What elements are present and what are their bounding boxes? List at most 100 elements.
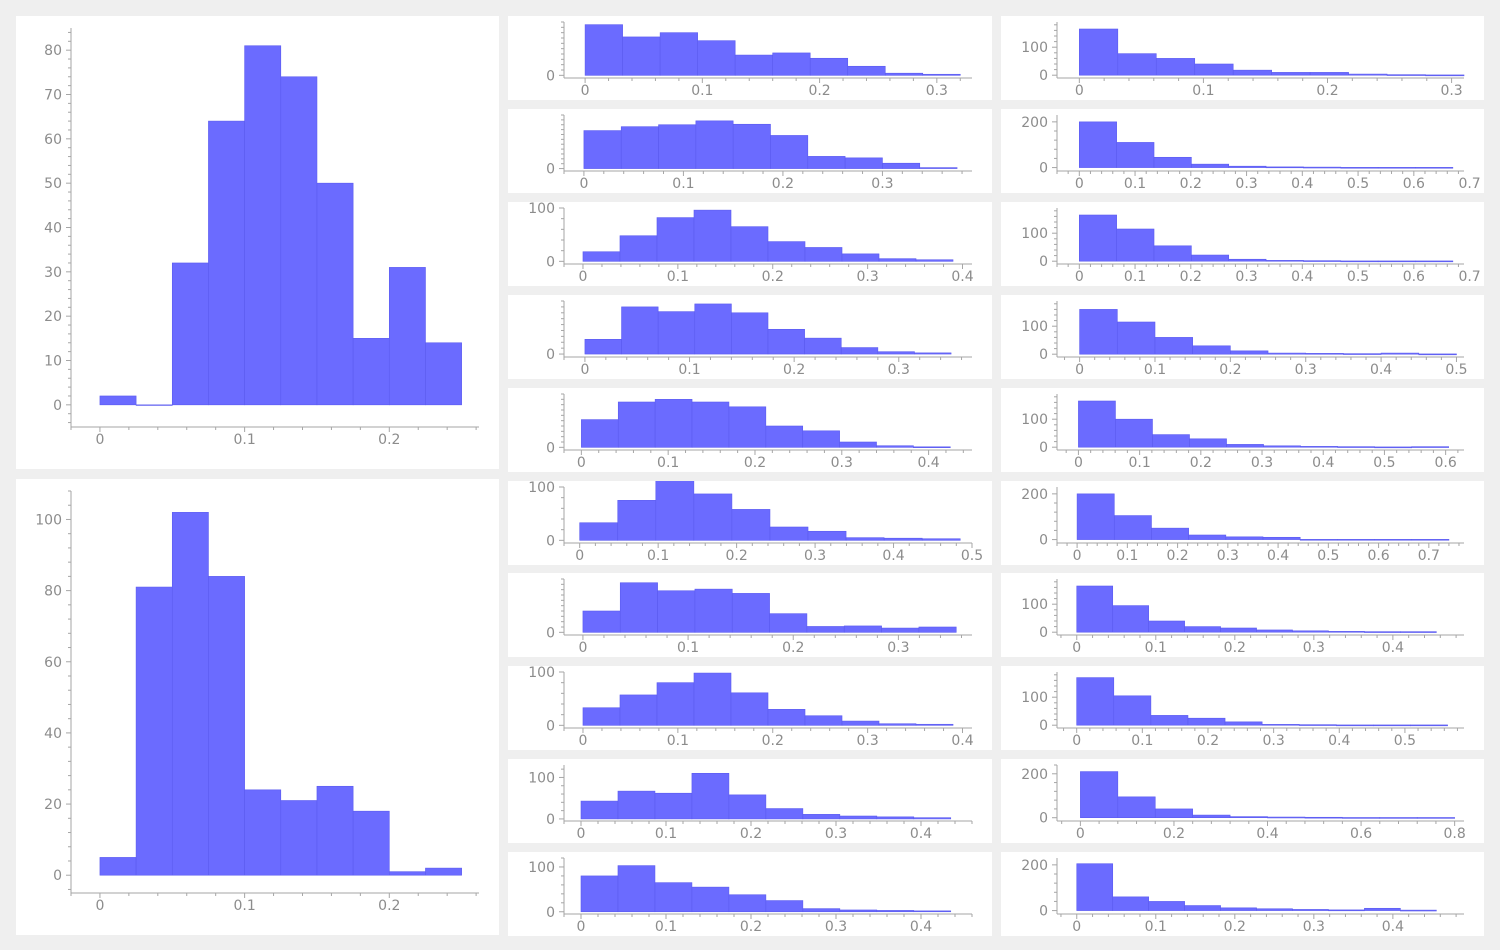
x-tick-label: 0.2 [772,176,794,192]
histogram-bar [654,882,693,913]
x-tick-label: 0 [1074,455,1083,471]
histogram-bar [135,404,173,406]
x-tick-label: 0 [1072,640,1081,656]
histogram-bar [1309,72,1349,76]
histogram-panel-mid-7: 0 0.1 0.2 0.3 0 [508,573,992,658]
histogram-bar [620,126,659,169]
histogram-bar [1113,514,1152,540]
histogram-bar [728,894,767,913]
histogram-bar [1152,433,1190,448]
y-tick-label: 60 [44,132,62,148]
y-tick-label: 100 [1021,690,1048,706]
histogram-bar [1151,527,1189,540]
histogram-bar [582,251,621,262]
x-tick-label: 0.3 [1303,640,1325,656]
histogram-bar [843,626,882,634]
histogram-bar [1076,493,1115,540]
x-tick-label: 0.1 [1131,733,1153,749]
x-tick-label: 0.4 [1312,455,1334,471]
histogram-bar [1377,260,1416,262]
x-tick-label: 0.4 [1382,640,1404,656]
x-tick-label: 0 [1073,548,1082,564]
histogram-bar [802,814,841,820]
histogram-bar [730,226,769,262]
histogram-bar [882,162,921,169]
x-tick-label: 0.3 [1251,455,1273,471]
histogram-bar [619,694,658,726]
x-tick-label: 0.4 [1370,362,1392,378]
histogram-panel-right-9: 0 0.2 0.4 0.6 0.8 0 200 [1001,759,1484,844]
y-tick-label: 0 [1039,160,1048,176]
histogram-bar [1379,817,1418,819]
y-tick-label: 200 [1021,486,1048,502]
histogram-bar [806,626,845,634]
histogram-bar [657,310,696,355]
histogram-bar [1271,72,1311,76]
x-tick-label: 0.4 [1382,919,1404,935]
histogram-bar [913,446,951,448]
histogram-bar [1256,630,1293,633]
histogram-bar [1340,260,1379,262]
x-tick-label: 0.8 [1444,826,1466,842]
histogram-bar [1079,121,1117,168]
x-tick-label: 0 [1076,826,1085,842]
histogram-bar [1232,69,1272,76]
y-tick-label: 100 [1021,226,1048,242]
x-tick-label: 0.1 [233,898,255,914]
x-tick-label: 0 [581,83,590,99]
x-tick-label: 0 [95,898,104,914]
histogram-bar [171,512,209,876]
histogram-bar [839,909,878,913]
histogram-bar [914,352,952,355]
histogram-bar [1076,586,1114,633]
x-tick-label: 0.2 [808,83,830,99]
histogram-bar [1155,58,1196,76]
histogram-bar [1263,445,1301,448]
histogram-panel-right-7: 0 0.1 0.2 0.3 0.4 0 100 [1001,573,1484,658]
x-tick-label: 0.3 [888,362,910,378]
histogram-bar [765,425,804,448]
x-tick-label: 0 [1075,362,1084,378]
histogram-bar [1343,353,1382,355]
x-tick-label: 0.1 [691,83,713,99]
histogram-bar [579,521,619,541]
x-tick-label: 0.3 [1440,83,1462,99]
histogram-bar [582,611,621,634]
x-tick-label: 0.3 [1217,548,1239,564]
x-tick-label: 0.2 [762,733,784,749]
histogram-bar [208,576,245,876]
histogram-panel-mid-8: 0 0.1 0.2 0.3 0.4 0 100 [508,666,992,751]
y-tick-label: 20 [44,309,62,325]
histogram-bar [316,785,354,876]
histogram-bar [1298,724,1337,727]
histogram-mid-1: 0 0.1 0.2 0.3 0 [546,21,972,99]
x-tick-label: 0.4 [951,733,973,749]
histogram-panel-right-6: 0 0.1 0.2 0.3 0.4 0.5 0.6 0.7 0 200 [1001,480,1484,565]
histogram-bar [1113,695,1152,726]
y-tick-label: 0 [1039,254,1048,270]
x-tick-label: 0.5 [1317,548,1339,564]
histogram-bar [1224,721,1263,726]
x-tick-label: 0 [577,919,586,935]
histogram-panel-big-top: 0 0.1 0.2 0 10 20 30 40 50 60 70 80 [16,16,499,469]
histogram-bar [1226,443,1264,448]
histogram-bar [617,401,656,448]
y-tick-label: 0 [1039,626,1048,642]
histogram-right-3: 0 0.1 0.2 0.3 0.4 0.5 0.6 0.7 0 100 [1021,207,1481,285]
y-tick-label: 0 [1039,904,1048,920]
histogram-right-6: 0 0.1 0.2 0.3 0.4 0.5 0.6 0.7 0 200 [1021,486,1464,564]
y-tick-label: 100 [35,512,62,528]
histogram-bar [388,267,426,406]
histogram-right-10: 0 0.1 0.2 0.3 0.4 0 200 [1021,858,1464,935]
x-tick-label: 0.2 [1190,455,1212,471]
x-tick-label: 0.3 [856,269,878,285]
histogram-right-4: 0 0.1 0.2 0.3 0.4 0.5 0 100 [1021,300,1468,378]
histogram-bar [1191,254,1230,262]
histogram-bar [840,346,879,355]
histogram-bar [580,800,619,820]
histogram-bar [919,167,958,169]
histogram-bar [695,120,734,169]
histogram-bar [1189,438,1227,448]
histogram-bar [804,715,843,726]
histogram-bar [878,723,917,726]
